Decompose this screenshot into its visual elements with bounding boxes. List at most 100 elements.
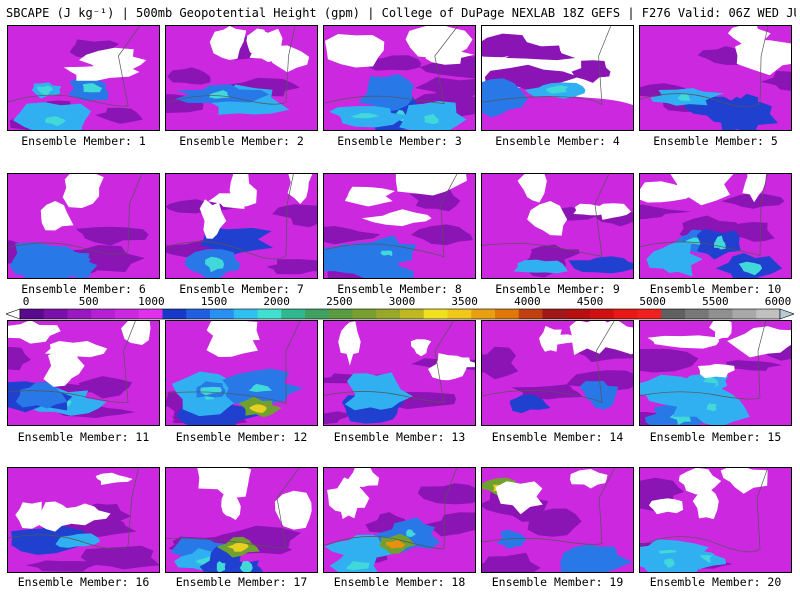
ensemble-member-label: Ensemble Member: 7 [179, 282, 304, 296]
ensemble-member-label: Ensemble Member: 12 [175, 430, 308, 444]
colorbar-swatch [423, 309, 448, 319]
ensemble-panel-5 [639, 25, 792, 131]
colorbar-swatch [661, 309, 686, 319]
colorbar-swatch [495, 309, 520, 319]
ensemble-panel-3 [323, 25, 476, 131]
colorbar-swatch [138, 309, 163, 319]
colorbar-swatch [471, 309, 496, 319]
colorbar-swatch [542, 309, 567, 319]
colorbar-swatch [281, 309, 306, 319]
ensemble-member-label: Ensemble Member: 8 [337, 282, 462, 296]
cape-map [324, 174, 475, 278]
ensemble-panel-7 [165, 173, 318, 279]
colorbar-swatch [518, 309, 543, 319]
ensemble-member-label: Ensemble Member: 17 [175, 575, 308, 589]
colorbar-max-arrow [779, 308, 794, 320]
ensemble-member-label: Ensemble Member: 16 [17, 575, 150, 589]
ensemble-member-label: Ensemble Member: 1 [21, 134, 146, 148]
colorbar-tick-label: 2000 [263, 295, 290, 308]
ensemble-panel-8 [323, 173, 476, 279]
cape-map [482, 468, 633, 572]
cape-map [8, 321, 159, 425]
colorbar-swatch [447, 309, 472, 319]
colorbar: 0 500 1000 1500 2000 2500 3000 3500 4000 4500 5000… [6, 296, 794, 322]
cape-map [640, 321, 791, 425]
colorbar-swatch [162, 309, 187, 319]
ensemble-member-label: Ensemble Member: 6 [21, 282, 146, 296]
colorbar-tick-label: 500 [78, 295, 99, 308]
colorbar-swatch [91, 309, 116, 319]
ensemble-member-label: Ensemble Member: 18 [333, 575, 466, 589]
ensemble-panel-14 [481, 320, 634, 426]
ensemble-panel-6 [7, 173, 160, 279]
cape-map [166, 321, 317, 425]
cape-map [324, 321, 475, 425]
colorbar-min-arrow [6, 308, 21, 320]
cape-map [8, 468, 159, 572]
ensemble-panel-15 [639, 320, 792, 426]
ensemble-member-label: Ensemble Member: 20 [649, 575, 782, 589]
ensemble-member-label: Ensemble Member: 5 [653, 134, 778, 148]
cape-map [324, 26, 475, 130]
colorbar-swatch [566, 309, 591, 319]
colorbar-tick-label: 3500 [451, 295, 478, 308]
colorbar-swatch [20, 309, 45, 319]
ensemble-panel-18 [323, 467, 476, 573]
cape-map [8, 174, 159, 278]
ensemble-panel-17 [165, 467, 318, 573]
colorbar-swatch [210, 309, 235, 319]
colorbar-tick-label: 1500 [200, 295, 228, 308]
colorbar-swatch [637, 309, 662, 319]
colorbar-tick-label: 3000 [388, 295, 416, 308]
ensemble-panel-2 [165, 25, 318, 131]
cape-map [482, 26, 633, 130]
cape-map [166, 174, 317, 278]
cape-map [482, 321, 633, 425]
colorbar-swatch [115, 309, 140, 319]
cape-map [324, 468, 475, 572]
ensemble-panel-20 [639, 467, 792, 573]
cape-map [640, 468, 791, 572]
colorbar-swatch [328, 309, 353, 319]
ensemble-panel-10 [639, 173, 792, 279]
colorbar-swatch [305, 309, 330, 319]
colorbar-swatch [685, 309, 710, 319]
ensemble-panel-1 [7, 25, 160, 131]
page-title: SBCAPE (J kg⁻¹) | 500mb Geopotential Hei… [6, 6, 796, 20]
colorbar-swatch [67, 309, 92, 319]
ensemble-member-label: Ensemble Member: 4 [495, 134, 620, 148]
ensemble-panel-16 [7, 467, 160, 573]
colorbar-swatch [352, 309, 377, 319]
colorbar-tick-label: 5500 [702, 295, 729, 308]
cape-map [640, 26, 791, 130]
colorbar-swatch [732, 309, 757, 319]
ensemble-member-label: Ensemble Member: 14 [491, 430, 624, 444]
ensemble-member-label: Ensemble Member: 11 [17, 430, 150, 444]
colorbar-swatch [186, 309, 211, 319]
colorbar-swatch [257, 309, 282, 319]
ensemble-member-label: Ensemble Member: 15 [649, 430, 782, 444]
colorbar-swatch [613, 309, 638, 319]
colorbar-swatch [233, 309, 258, 319]
colorbar-tick-label: 2500 [326, 295, 353, 308]
ensemble-member-label: Ensemble Member: 19 [491, 575, 624, 589]
colorbar-swatch [400, 309, 425, 319]
colorbar-tick-label: 6000 [764, 295, 792, 308]
ensemble-member-label: Ensemble Member: 3 [337, 134, 462, 148]
ensemble-panel-11 [7, 320, 160, 426]
ensemble-member-label: Ensemble Member: 2 [179, 134, 304, 148]
cape-map [640, 174, 791, 278]
colorbar-tick-label: 5000 [639, 295, 666, 308]
colorbar-tick-label: 4500 [576, 295, 604, 308]
colorbar-tick-label: 4000 [514, 295, 541, 308]
cape-map [166, 468, 317, 572]
colorbar-tick-label: 0 [22, 295, 30, 308]
ensemble-panel-12 [165, 320, 318, 426]
colorbar-tick-label: 1000 [138, 295, 165, 308]
ensemble-panel-13 [323, 320, 476, 426]
ensemble-panel-4 [481, 25, 634, 131]
ensemble-panel-19 [481, 467, 634, 573]
colorbar-tick-labels: 0 500 1000 1500 2000 2500 3000 3500 4000 4500 5000… [6, 296, 794, 308]
colorbar-swatch [756, 309, 781, 319]
colorbar-swatch [590, 309, 615, 319]
